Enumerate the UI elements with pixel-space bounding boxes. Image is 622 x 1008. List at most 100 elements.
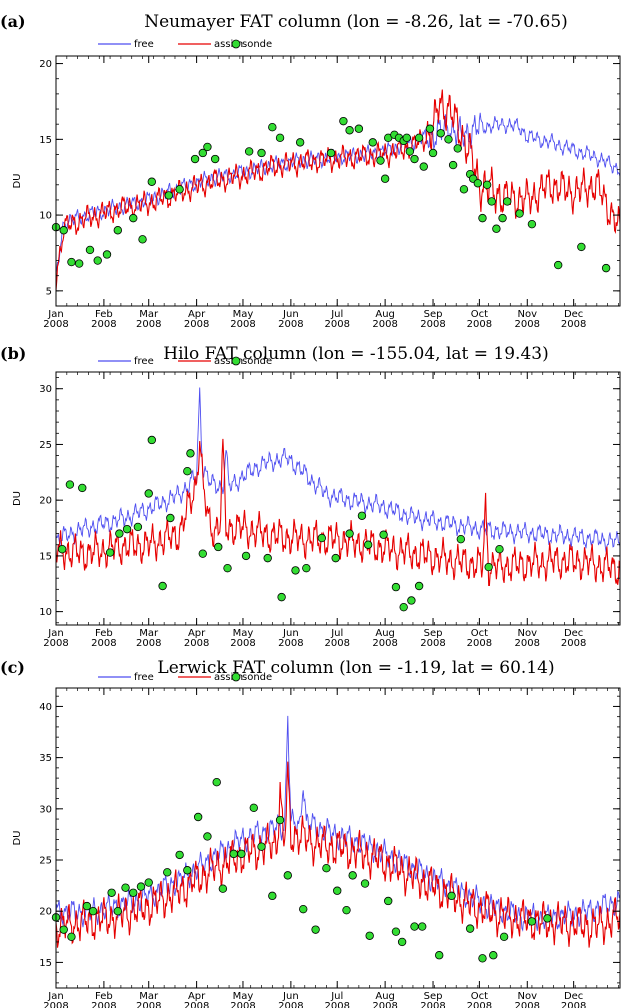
x-tick-label-month: Jan <box>47 628 63 639</box>
x-tick-label-year: 2008 <box>278 638 303 649</box>
sonde-point <box>237 849 246 859</box>
sonde-point <box>380 174 390 183</box>
x-tick-label-month: Jan <box>47 991 63 1002</box>
sonde-point <box>322 864 331 873</box>
x-tick-label-month: Mar <box>139 628 159 639</box>
sonde-point <box>210 154 220 164</box>
x-tick-label-year: 2008 <box>184 319 209 330</box>
x-tick-label-month: Dec <box>564 309 583 320</box>
sonde-point <box>345 126 354 135</box>
x-tick-label-year: 2008 <box>136 1001 161 1008</box>
sonde-point <box>601 263 611 273</box>
sonde-point <box>138 235 147 244</box>
sonde-point <box>339 116 348 126</box>
sonde-point <box>299 904 308 914</box>
sonde-point <box>410 154 419 164</box>
sonde-point <box>122 524 132 534</box>
y-tick-label: 25 <box>39 856 52 867</box>
sonde-point <box>342 905 351 915</box>
series-assim <box>56 761 620 948</box>
sonde-point <box>74 259 84 268</box>
sonde-point <box>107 888 116 897</box>
x-tick-label-year: 2008 <box>372 1001 397 1008</box>
legend-swatch-sonde <box>231 672 241 682</box>
legend-label-assim: assim <box>214 672 243 683</box>
sonde-point <box>360 879 370 888</box>
sonde-point <box>223 563 232 573</box>
sonde-point <box>357 511 367 520</box>
x-tick-label-year: 2008 <box>515 638 540 649</box>
x-tick-label-month: Feb <box>95 628 113 639</box>
x-tick-label-year: 2008 <box>230 638 255 649</box>
y-tick-label: 35 <box>39 753 52 764</box>
sonde-point <box>147 177 157 186</box>
sonde-point <box>229 849 238 859</box>
y-tick-label: 15 <box>39 135 52 146</box>
sonde-point <box>175 850 184 860</box>
panel-c: (c) Lerwick FAT column (lon = -1.19, lat … <box>0 658 621 1008</box>
legend-swatch-sonde <box>231 356 241 366</box>
x-tick-label-month: Feb <box>95 991 113 1002</box>
panel-label: (b) <box>0 344 26 363</box>
sonde-point <box>495 545 504 554</box>
sonde-point <box>527 219 537 229</box>
sonde-point <box>447 891 456 901</box>
sonde-point <box>164 191 173 200</box>
sonde-point <box>203 832 212 841</box>
sonde-point <box>391 927 401 936</box>
sonde-point <box>410 922 419 931</box>
panel-label: (c) <box>0 658 25 677</box>
y-tick-label: 40 <box>39 702 52 713</box>
sonde-point <box>158 581 167 591</box>
sonde-point <box>577 242 586 252</box>
legend-label-free: free <box>134 356 154 367</box>
x-tick-label-year: 2008 <box>372 638 397 649</box>
sonde-point <box>405 147 415 156</box>
legend-swatch-sonde <box>231 39 241 49</box>
sonde-point <box>93 256 102 265</box>
x-tick-label-month: Jan <box>47 309 63 320</box>
x-tick-label-year: 2008 <box>184 638 209 649</box>
sonde-point <box>459 185 469 194</box>
sonde-point <box>113 226 123 235</box>
sonde-point <box>121 883 130 892</box>
x-tick-label-month: Feb <box>95 309 113 320</box>
x-tick-label-month: Sep <box>424 991 443 1002</box>
x-tick-label-year: 2008 <box>278 1001 303 1008</box>
sonde-point <box>88 907 98 916</box>
x-tick-label-month: Oct <box>471 991 488 1002</box>
legend-label-free: free <box>134 672 154 683</box>
sonde-point <box>363 540 373 549</box>
y-tick-label: 30 <box>39 384 52 395</box>
sonde-point <box>379 530 388 539</box>
sonde-point <box>503 197 512 206</box>
x-tick-label-year: 2008 <box>91 1001 116 1008</box>
x-tick-label-year: 2008 <box>136 319 161 330</box>
x-tick-label-month: Dec <box>564 628 583 639</box>
x-tick-label-month: Jul <box>330 991 343 1002</box>
sonde-point <box>59 925 68 934</box>
x-tick-label-year: 2008 <box>43 1001 68 1008</box>
y-tick-label: 10 <box>39 211 52 222</box>
x-tick-label-year: 2008 <box>230 319 255 330</box>
sonde-point <box>317 533 326 543</box>
x-tick-label-year: 2008 <box>515 319 540 330</box>
x-tick-label-year: 2008 <box>561 319 586 330</box>
x-tick-label-month: Jul <box>330 628 343 639</box>
sonde-point <box>136 882 146 891</box>
sonde-point <box>241 551 251 561</box>
sonde-point <box>115 529 124 538</box>
sonde-point <box>436 129 445 138</box>
sonde-point <box>163 868 172 877</box>
sonde-point <box>435 951 444 960</box>
x-tick-label-year: 2008 <box>325 319 350 330</box>
sonde-point <box>402 133 411 143</box>
sonde-point <box>105 548 115 557</box>
sonde-point <box>499 932 509 942</box>
sonde-point <box>198 148 207 158</box>
sonde-point <box>376 156 385 165</box>
sonde-point <box>368 138 377 147</box>
